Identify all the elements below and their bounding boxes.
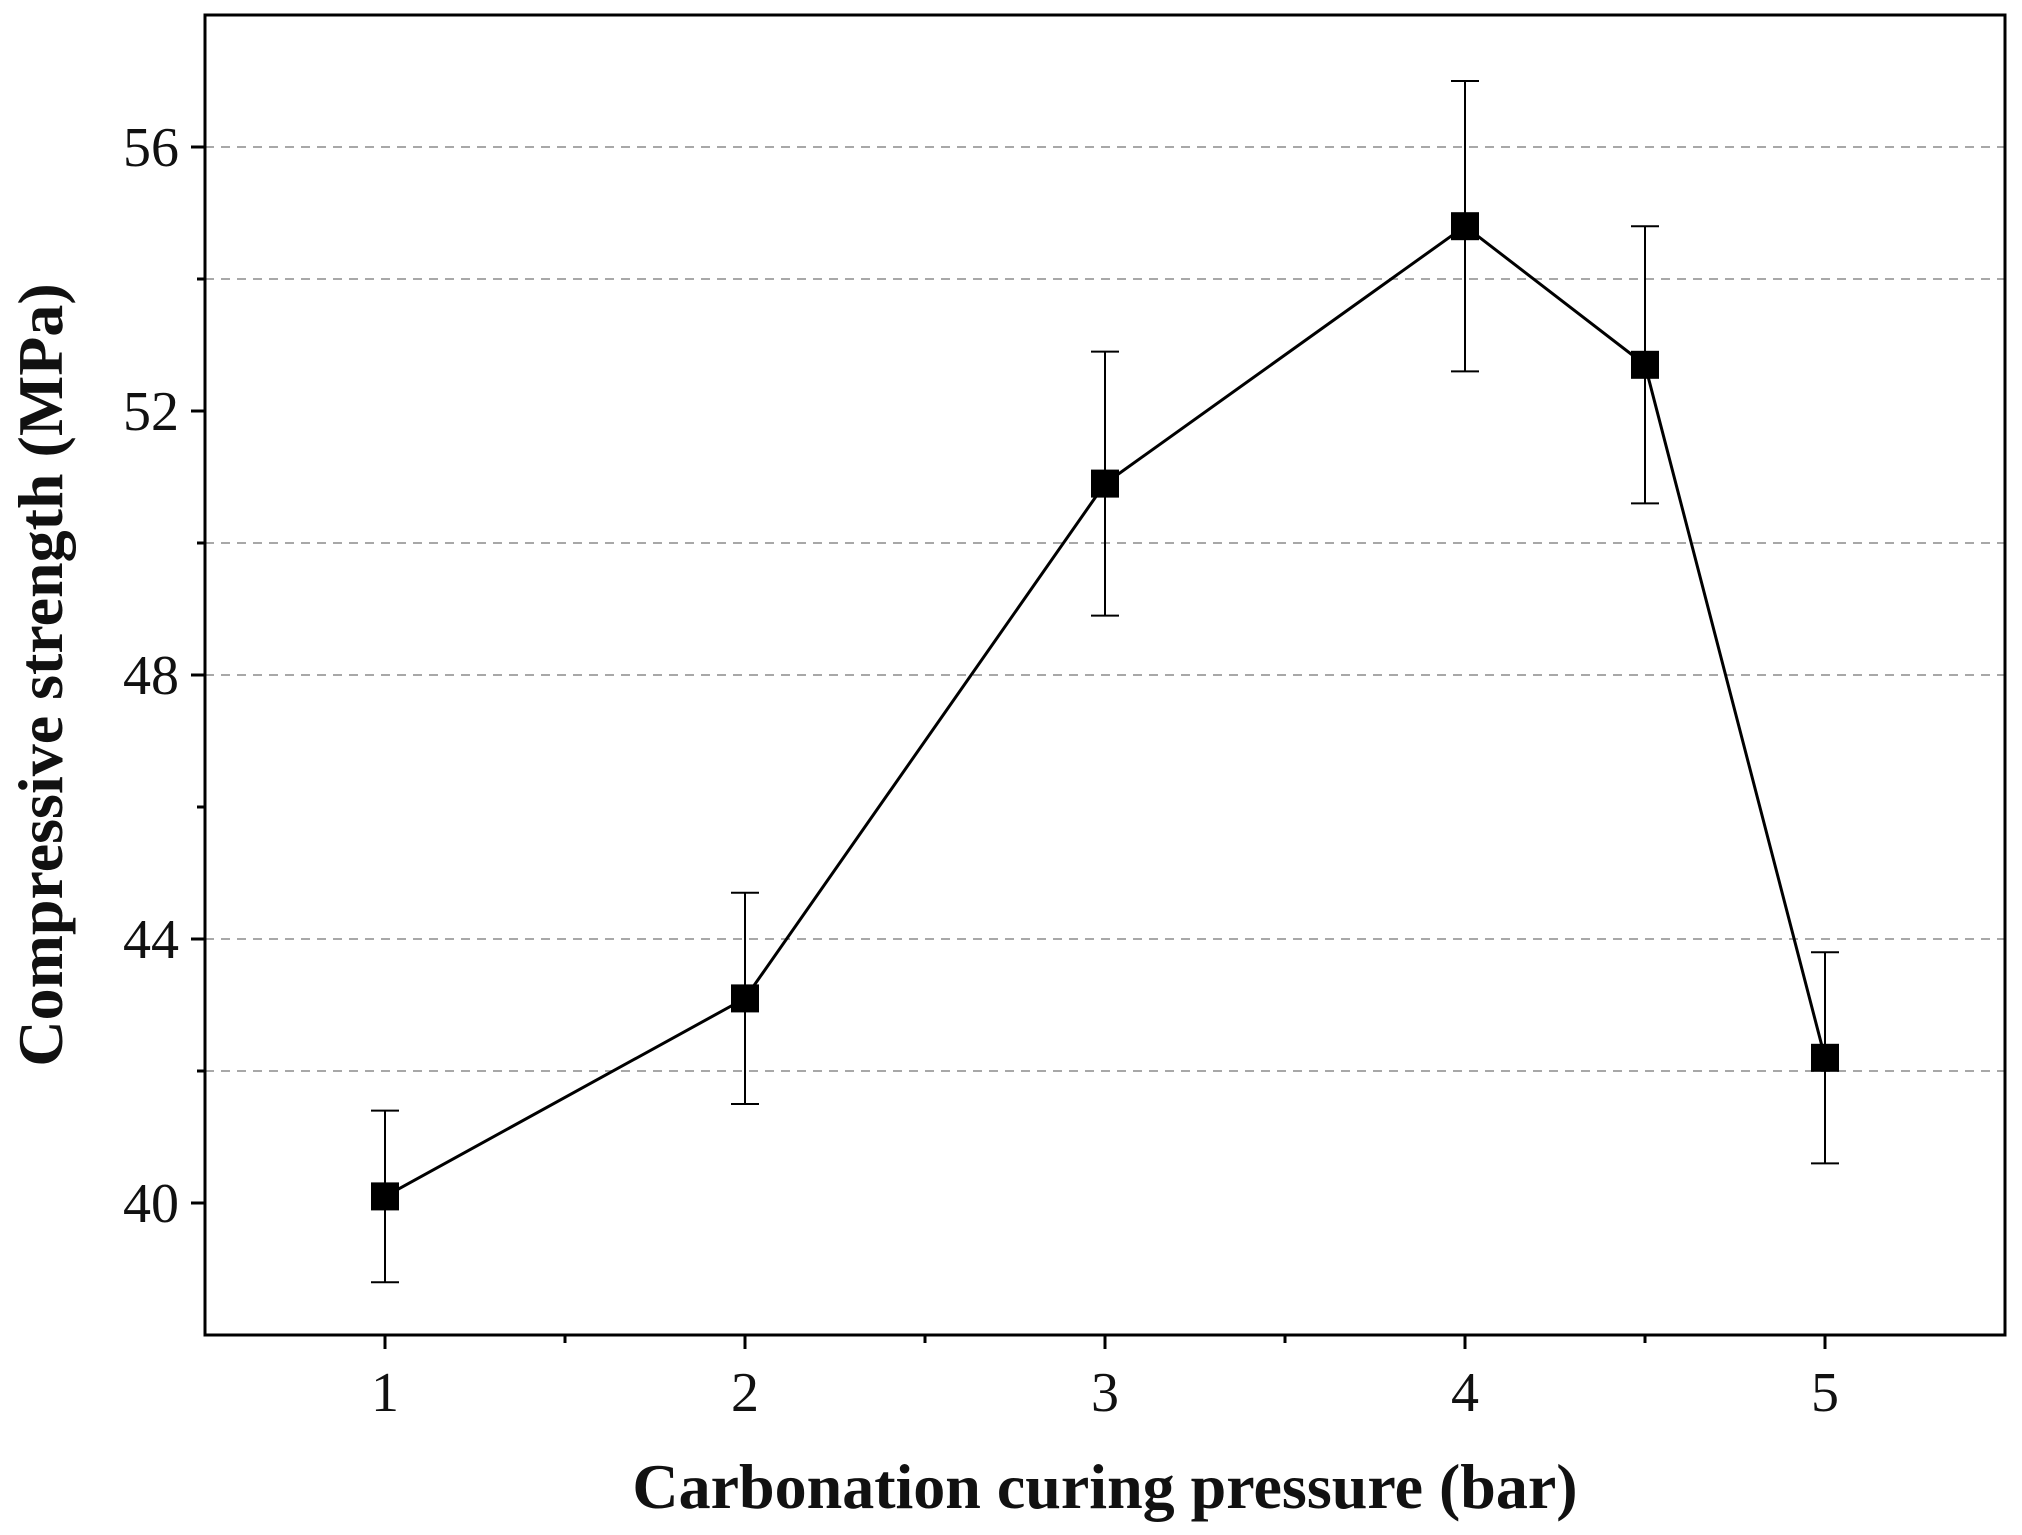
y-tick-label-40: 40 (123, 1173, 179, 1235)
data-point-5 (1811, 1043, 1839, 1072)
data-point-2 (1091, 469, 1119, 498)
y-tick-label-44: 44 (123, 909, 179, 971)
data-point-1 (731, 984, 759, 1013)
y-tick-label-52: 52 (123, 381, 179, 443)
series-line-0 (384, 224, 1827, 1198)
x-tick-label-4: 4 (1451, 1362, 1479, 1424)
axis-ticks: 40 44 48 52 56 1 2 3 4 5 (123, 117, 1839, 1424)
data-series (371, 80, 1839, 1284)
x-tick-label-3: 3 (1091, 1362, 1119, 1424)
x-tick-label-2: 2 (731, 1362, 759, 1424)
x-tick-label-5: 5 (1811, 1362, 1839, 1424)
y-tick-label-48: 48 (123, 645, 179, 707)
x-tick-label-1: 1 (371, 1362, 399, 1424)
data-point-4 (1631, 350, 1659, 379)
y-axis-title: Compressive strength (MPa) (5, 283, 76, 1066)
y-tick-label-56: 56 (123, 117, 179, 179)
x-axis-title: Carbonation curing pressure (bar) (632, 1451, 1577, 1522)
data-point-3 (1451, 212, 1479, 241)
data-point-0 (371, 1182, 399, 1211)
